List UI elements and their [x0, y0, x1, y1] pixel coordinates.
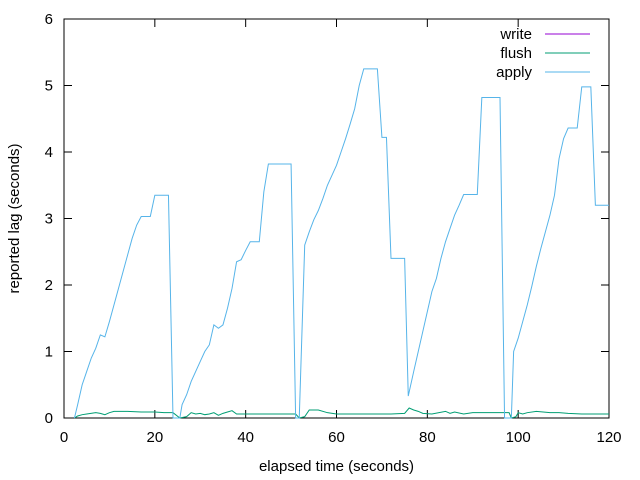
legend-label-flush: flush [500, 45, 532, 62]
x-tick-label: 40 [237, 429, 254, 446]
y-axis-title: reported lag (seconds) [6, 143, 23, 293]
y-tick-label: 6 [45, 11, 53, 28]
x-tick-label: 60 [328, 429, 345, 446]
y-tick-label: 4 [45, 144, 53, 161]
x-tick-label: 80 [419, 429, 436, 446]
x-axis-title: elapsed time (seconds) [259, 458, 414, 475]
x-tick-label: 20 [146, 429, 163, 446]
y-axis: 0 1 2 3 4 5 6 [45, 11, 609, 427]
x-tick-label: 120 [596, 429, 621, 446]
y-tick-label: 3 [45, 211, 53, 228]
y-tick-label: 5 [45, 78, 53, 95]
x-tick-label: 100 [506, 429, 531, 446]
x-axis: 0 20 40 60 80 100 120 [60, 19, 622, 446]
series-line-flush [74, 407, 609, 419]
y-tick-label: 0 [45, 410, 53, 427]
legend: write flush apply [496, 26, 590, 81]
legend-label-apply: apply [496, 64, 532, 81]
series-layer [73, 68, 609, 419]
series-line-apply [73, 68, 609, 419]
legend-label-write: write [499, 26, 532, 43]
x-tick-label: 0 [60, 429, 68, 446]
y-tick-label: 2 [45, 277, 53, 294]
y-tick-label: 1 [45, 344, 53, 361]
